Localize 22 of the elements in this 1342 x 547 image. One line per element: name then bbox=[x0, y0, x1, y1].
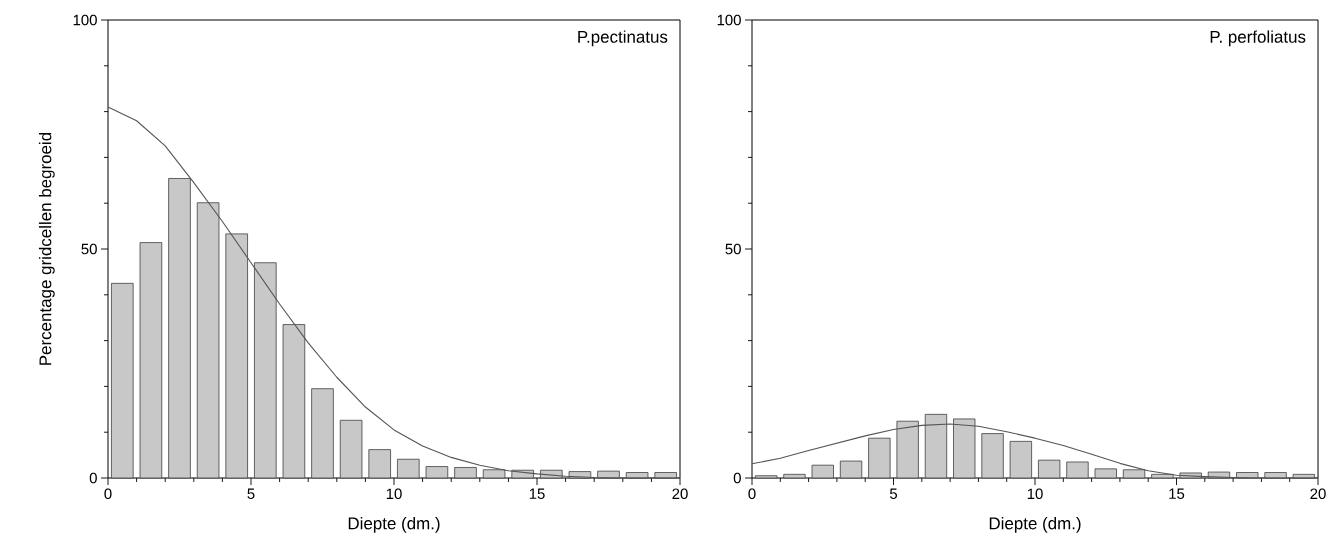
y-tick-label: 100 bbox=[717, 14, 741, 26]
x-tick-label: 5 bbox=[889, 488, 898, 499]
x-tick-label: 20 bbox=[1310, 488, 1326, 500]
x-tick-label: 20 bbox=[672, 488, 688, 500]
x-axis-title: Diepte (dm.) bbox=[989, 516, 1081, 533]
y-tick-label: 50 bbox=[81, 243, 97, 255]
y-tick-label: 0 bbox=[89, 472, 97, 484]
y-tick-label: 50 bbox=[725, 243, 741, 255]
x-tick-label: 10 bbox=[1027, 488, 1043, 500]
x-tick-label: 5 bbox=[247, 488, 255, 499]
x-tick-label: 15 bbox=[529, 488, 545, 499]
x-axis-title: Diepte (dm.) bbox=[348, 516, 440, 533]
y-tick-label: 0 bbox=[733, 472, 741, 484]
annotation: P. perfoliatus bbox=[1210, 30, 1306, 47]
y-axis-title: Percentage gridcellen begroeid bbox=[38, 132, 55, 365]
x-tick-label: 15 bbox=[1169, 488, 1185, 499]
line-series bbox=[107, 106, 681, 479]
y-tick-label: 100 bbox=[73, 14, 97, 26]
annotation: P.pectinatus bbox=[578, 30, 668, 47]
x-tick-label: 10 bbox=[386, 488, 402, 500]
x-tick-label: 0 bbox=[104, 488, 112, 500]
x-tick-label: 0 bbox=[748, 488, 756, 500]
